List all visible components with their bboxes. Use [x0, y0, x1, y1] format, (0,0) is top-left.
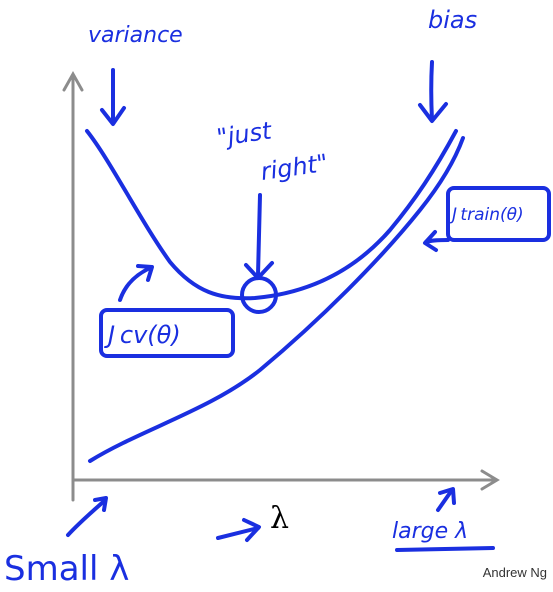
large-lambda-arrow [436, 487, 456, 512]
variance-label: variance [88, 23, 183, 48]
increasing-lambda-arrow [216, 518, 261, 542]
lambda-axis-symbol: λ [270, 501, 289, 536]
just-right-label-line2: right" [259, 149, 330, 186]
large-lambda-label: large λ [392, 519, 468, 544]
author-credit: Andrew Ng [482, 565, 547, 580]
x-axis-arrowhead [480, 469, 500, 491]
y-axis-arrowhead [62, 70, 84, 92]
cv-error-curve [85, 129, 458, 301]
train-error-curve [88, 136, 465, 463]
large-lambda-underline [395, 546, 495, 552]
bias-label: bias [428, 6, 477, 34]
train-label-box [446, 186, 551, 242]
axes [62, 70, 500, 502]
cv-label-box [99, 308, 235, 358]
variance-arrow [100, 68, 126, 126]
cv-label: J cv(θ) [104, 321, 181, 349]
small-lambda-arrow [66, 496, 108, 537]
cv-label-arrow [118, 264, 154, 302]
just-right-label-line1: "just [215, 116, 275, 152]
small-lambda-label: Small λ [4, 549, 129, 589]
just-right-arrow [244, 193, 274, 280]
bias-arrow [418, 60, 448, 123]
train-label: J train(θ) [449, 205, 524, 225]
train-label-arrow [423, 230, 450, 252]
